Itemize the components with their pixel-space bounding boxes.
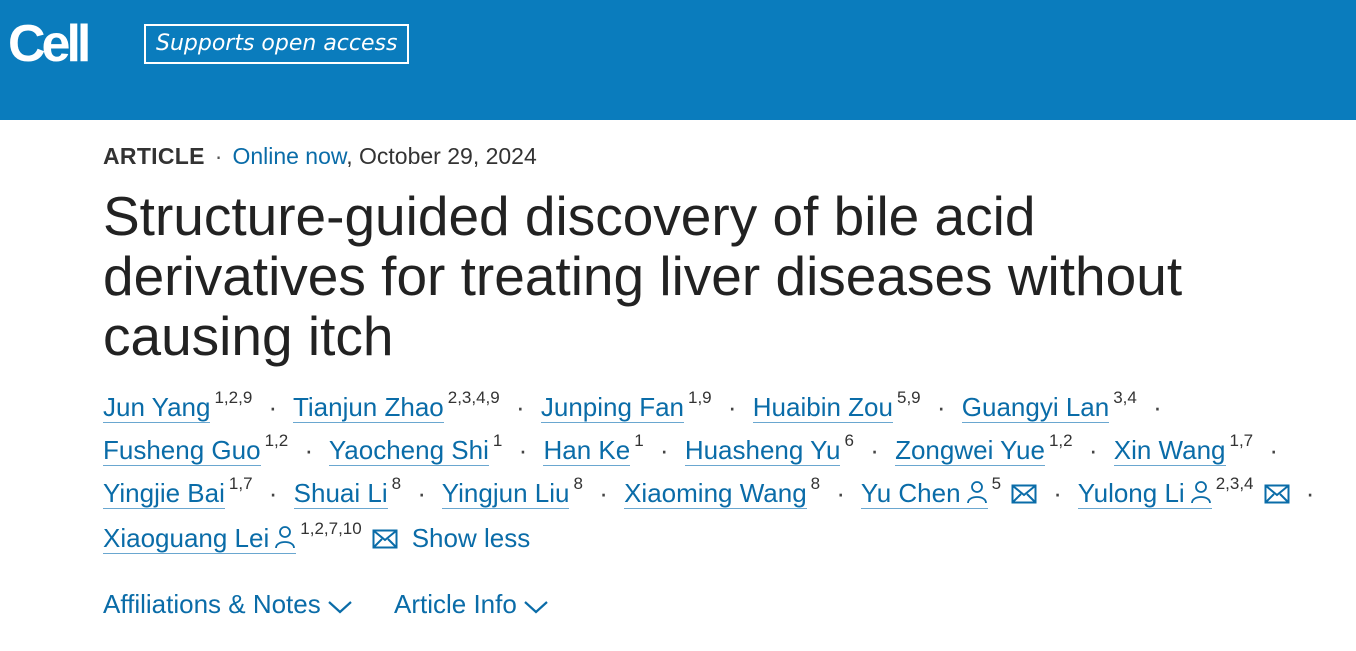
author-name-link[interactable]: Guangyi Lan — [961, 392, 1110, 423]
author-separator: · — [727, 392, 737, 422]
affiliation-numbers[interactable]: 5,9 — [896, 388, 921, 408]
author-name-link[interactable]: Xiaoming Wang — [624, 478, 807, 509]
author-entry: Tianjun Zhao 2,3,4,9 — [292, 389, 500, 423]
author-list: Jun Yang 1,2,9 · Tianjun Zhao 2,3,4,9 · Ju… — [103, 386, 1353, 562]
person-icon — [966, 474, 988, 517]
author-name-link[interactable]: Yingjie Bai — [103, 478, 225, 509]
author-entry: Shuai Li 8 — [293, 475, 401, 509]
author-name-link[interactable]: Jun Yang — [103, 392, 211, 423]
affiliation-numbers[interactable]: 8 — [573, 474, 583, 494]
author-name-link[interactable]: Zongwei Yue — [895, 435, 1045, 466]
author-entry: Yu Chen 5 — [860, 475, 1037, 509]
author-name-link[interactable]: Han Ke — [543, 435, 631, 466]
author-separator: · — [518, 435, 528, 465]
article-expanders: Affiliations & Notes Article Info — [103, 584, 1343, 624]
author-separator: · — [515, 392, 525, 422]
author-name-link[interactable]: Yulong Li — [1077, 478, 1212, 509]
affiliation-numbers[interactable]: 1 — [492, 431, 503, 451]
author-separator: · — [268, 392, 278, 422]
affiliation-numbers[interactable]: 8 — [391, 474, 402, 494]
online-now-link[interactable]: Online now — [232, 143, 347, 169]
author-entry: Yulong Li 2,3,4 — [1077, 475, 1290, 509]
author-separator: · — [268, 478, 278, 508]
open-access-badge[interactable]: Supports open access — [144, 24, 410, 64]
author-separator: · — [936, 392, 946, 422]
author-separator: · — [304, 435, 314, 465]
author-separator: · — [1053, 478, 1062, 508]
person-icon — [274, 519, 296, 562]
affiliation-numbers[interactable]: 1,7 — [1229, 431, 1254, 451]
article-title: Structure-guided discovery of bile acid … — [103, 185, 1183, 367]
author-entry: Guangyi Lan 3,4 — [961, 389, 1137, 423]
envelope-icon[interactable] — [1264, 474, 1290, 517]
affiliation-numbers[interactable]: 8 — [810, 474, 821, 494]
author-name-link[interactable]: Xin Wang — [1113, 435, 1226, 466]
chevron-down-icon — [328, 601, 352, 614]
person-icon — [1190, 474, 1212, 517]
author-entry: Junping Fan 1,9 — [540, 389, 712, 423]
author-name-link[interactable]: Huasheng Yu — [684, 435, 841, 466]
affiliations-notes-toggle[interactable]: Affiliations & Notes — [103, 584, 353, 624]
author-name-link[interactable]: Tianjun Zhao — [292, 392, 444, 423]
site-header: Cell Supports open access — [0, 0, 1356, 120]
author-name-link[interactable]: Huaibin Zou — [752, 392, 893, 423]
show-less-button[interactable]: Show less — [411, 523, 531, 553]
author-entry: Yingjie Bai 1,7 — [103, 475, 253, 509]
author-separator: · — [1269, 435, 1279, 465]
author-name-link[interactable]: Shuai Li — [293, 478, 388, 509]
affiliation-numbers[interactable]: 1,7 — [228, 474, 253, 494]
article-info-toggle[interactable]: Article Info — [394, 584, 549, 624]
author-name-link[interactable]: Yingjun Liu — [441, 478, 570, 509]
affiliation-numbers[interactable]: 2,3,4,9 — [447, 388, 500, 408]
affiliation-numbers[interactable]: 3,4 — [1113, 388, 1137, 408]
author-separator: · — [659, 435, 669, 465]
author-name-link[interactable]: Yaocheng Shi — [328, 435, 489, 466]
affiliation-numbers[interactable]: 2,3,4 — [1215, 474, 1254, 494]
affiliation-numbers[interactable]: 5 — [991, 474, 1002, 494]
publication-date: , October 29, 2024 — [346, 143, 537, 169]
author-entry: Zongwei Yue 1,2 — [895, 432, 1073, 466]
article-type: ARTICLE — [103, 143, 205, 169]
affiliation-numbers[interactable]: 1,2,7,10 — [300, 519, 362, 539]
author-name-link[interactable]: Junping Fan — [540, 392, 684, 423]
article-meta: ARTICLE · Online now, October 29, 2024 — [103, 140, 1343, 172]
author-name-link[interactable]: Xiaoguang Lei — [103, 523, 297, 554]
cell-logo[interactable]: Cell — [8, 15, 91, 73]
author-separator: · — [836, 478, 846, 508]
article-info-label: Article Info — [393, 589, 517, 619]
author-entry: Jun Yang 1,2,9 — [103, 389, 252, 423]
author-separator: · — [1153, 392, 1162, 422]
affiliation-numbers[interactable]: 1,2 — [1048, 431, 1073, 451]
author-entry: Huasheng Yu 6 — [684, 432, 854, 466]
envelope-icon[interactable] — [1011, 474, 1037, 517]
author-separator: · — [1305, 478, 1315, 508]
author-entry: Yaocheng Shi 1 — [328, 432, 502, 466]
meta-separator: · — [214, 143, 223, 169]
author-entry: Xiaoming Wang 8 — [624, 475, 820, 509]
author-entry: Han Ke 1 — [543, 432, 644, 466]
author-separator: · — [1088, 435, 1098, 465]
affiliation-numbers[interactable]: 1,2 — [264, 431, 289, 451]
affiliation-numbers[interactable]: 1 — [634, 431, 644, 451]
author-separator: · — [599, 478, 608, 508]
author-entry: Fusheng Guo 1,2 — [103, 432, 288, 466]
author-entry: Huaibin Zou 5,9 — [752, 389, 921, 423]
affiliations-notes-label: Affiliations & Notes — [103, 589, 321, 619]
author-separator: · — [870, 435, 879, 465]
author-name-link[interactable]: Fusheng Guo — [103, 435, 261, 466]
author-entry: Xin Wang 1,7 — [1113, 432, 1253, 466]
article-header: ARTICLE · Online now, October 29, 2024 Str… — [103, 140, 1343, 624]
chevron-down-icon — [524, 601, 548, 614]
author-entry: Xiaoguang Lei 1,2,7,10 — [103, 520, 398, 554]
envelope-icon[interactable] — [372, 519, 398, 562]
author-separator: · — [417, 478, 427, 508]
affiliation-numbers[interactable]: 1,2,9 — [214, 388, 253, 408]
author-entry: Yingjun Liu 8 — [441, 475, 583, 509]
affiliation-numbers[interactable]: 1,9 — [688, 388, 712, 408]
affiliation-numbers[interactable]: 6 — [844, 431, 854, 451]
author-name-link[interactable]: Yu Chen — [860, 478, 988, 509]
